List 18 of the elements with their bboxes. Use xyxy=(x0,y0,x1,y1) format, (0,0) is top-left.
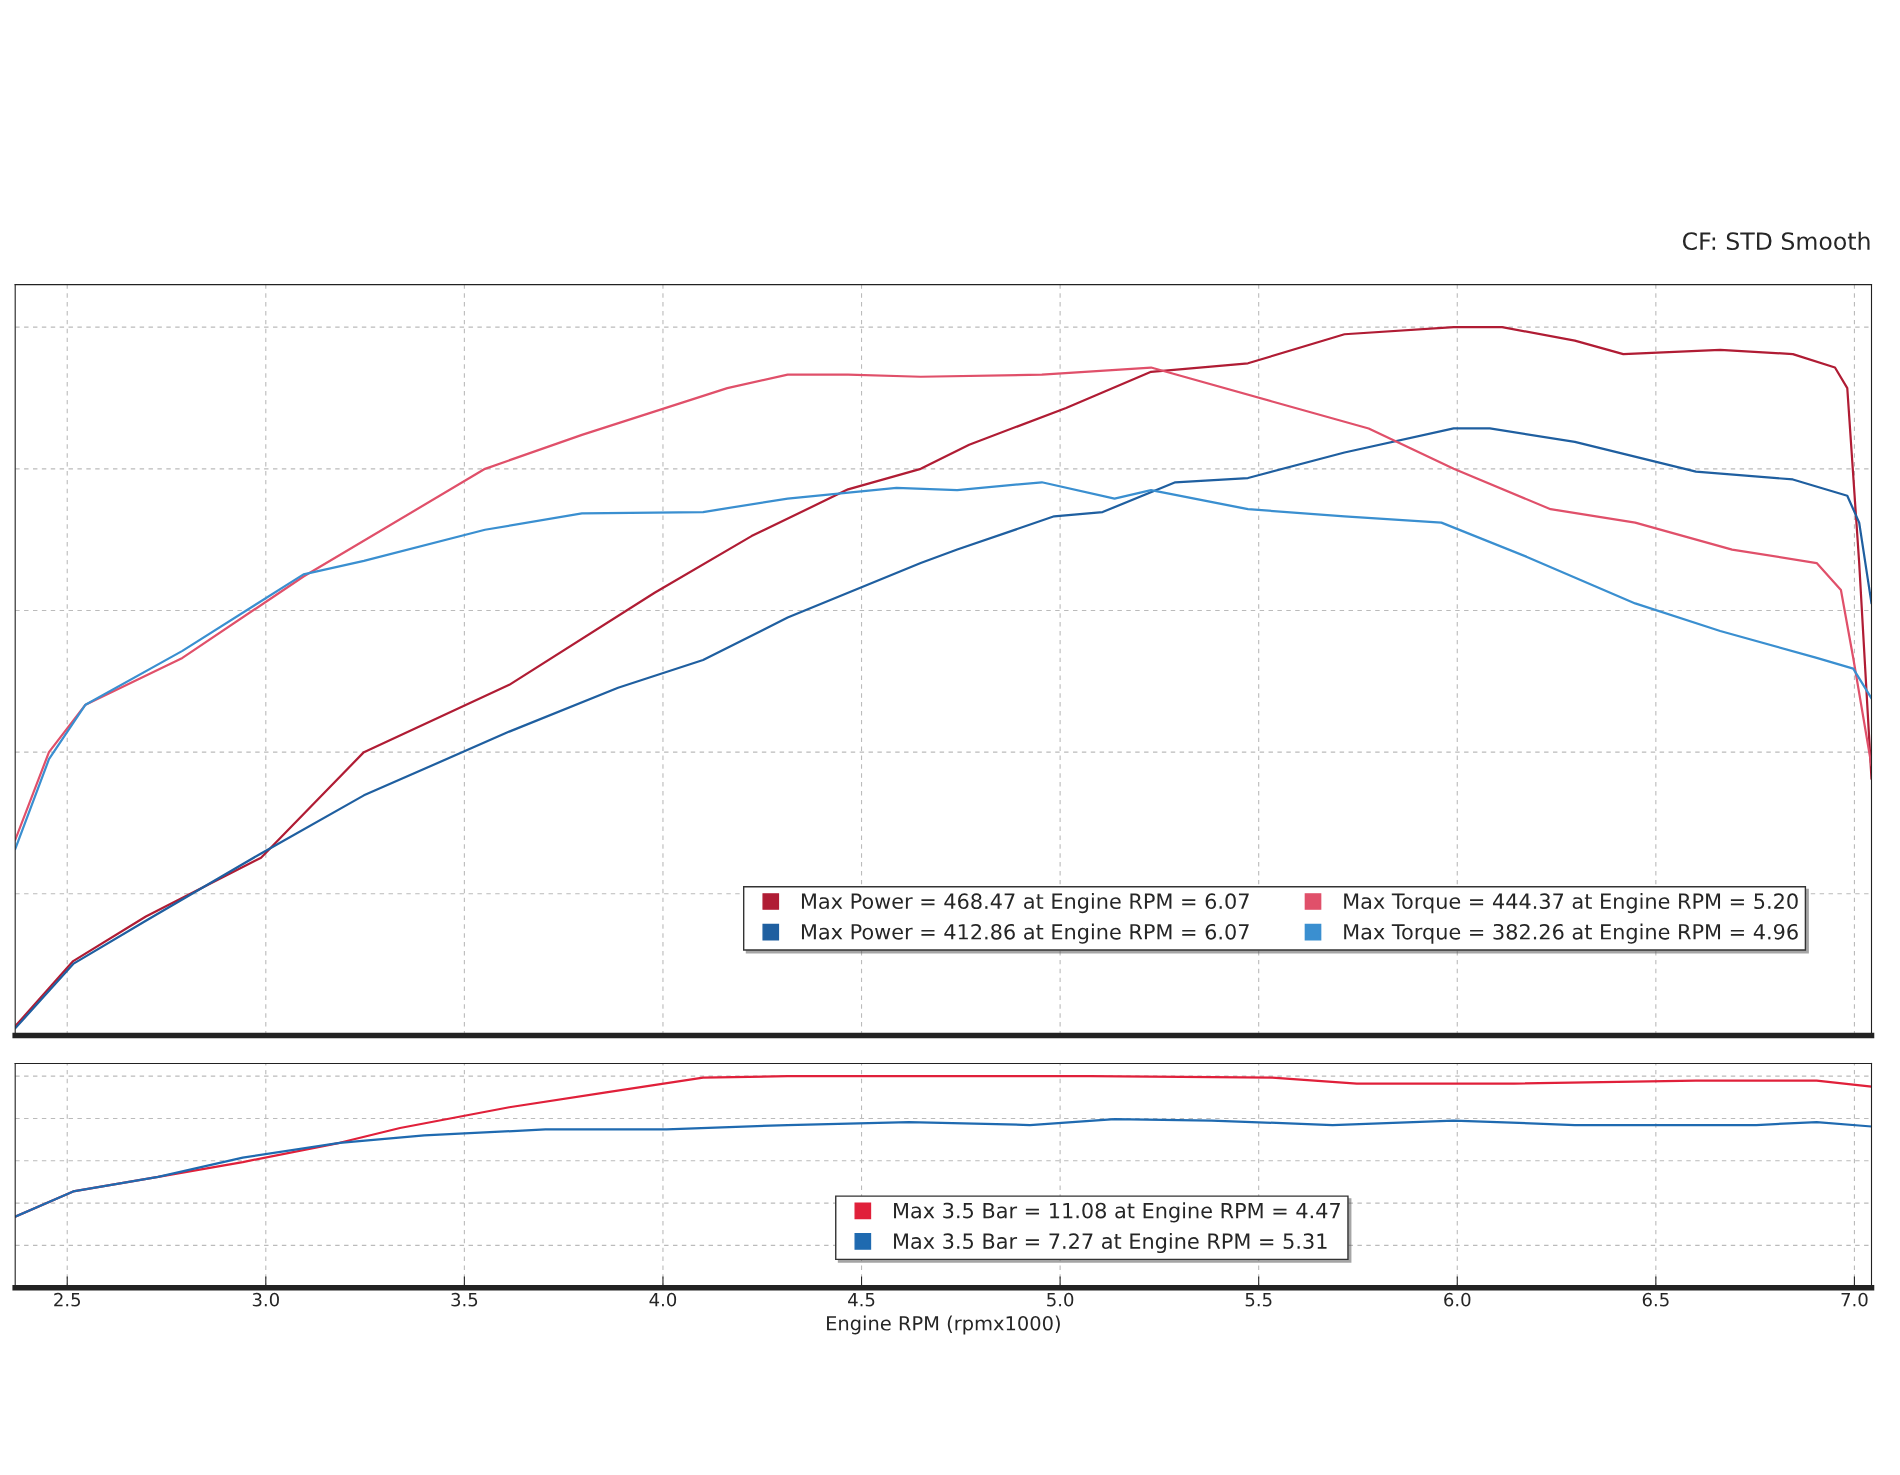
x-tick-label: 6.0 xyxy=(1444,1292,1471,1307)
x-tick-label: 5.5 xyxy=(1245,1293,1272,1307)
x-axis-title: Engine RPM (rpmx1000) xyxy=(827,1315,1060,1335)
x-tick-label: 3.0 xyxy=(252,1292,279,1307)
x-tick-label: 7.0 xyxy=(1841,1292,1868,1307)
x-tick-label: 6.5 xyxy=(1642,1292,1669,1307)
legend-label: Max Torque = 382.26 at Engine RPM = 4.96 xyxy=(1344,923,1798,944)
legend-label: Max 3.5 Bar = 11.08 at Engine RPM = 4.47 xyxy=(894,1202,1340,1223)
legend-label: Max Power = 412.86 at Engine RPM = 6.07 xyxy=(801,923,1249,944)
x-tick-label: 5.0 xyxy=(1047,1292,1074,1307)
x-tick-label: 3.5 xyxy=(451,1292,478,1307)
legend-label: Max 3.5 Bar = 7.27 at Engine RPM = 5.31 xyxy=(894,1232,1327,1254)
legend-label: Max Torque = 444.37 at Engine RPM = 5.20 xyxy=(1344,892,1798,914)
legend-label: Max Power = 468.47 at Engine RPM = 6.07 xyxy=(801,892,1249,914)
text: CF: STD Smooth xyxy=(1682,231,1870,251)
x-tick-label: 2.5 xyxy=(54,1292,81,1307)
x-tick-label: 4.5 xyxy=(848,1293,875,1307)
x-tick-label: 4.0 xyxy=(649,1292,677,1307)
